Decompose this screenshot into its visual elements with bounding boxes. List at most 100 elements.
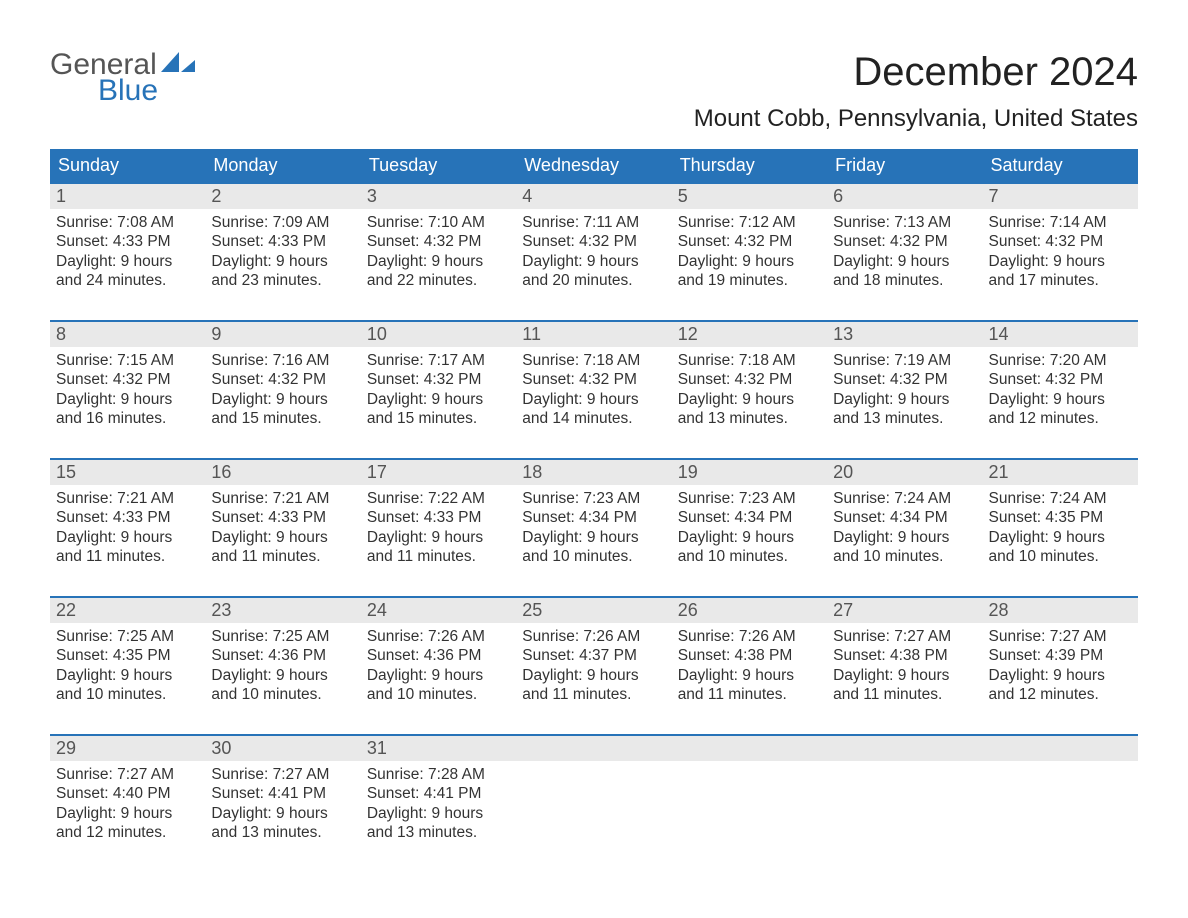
sunrise-text: Sunrise: 7:18 AM [678, 351, 821, 370]
sunset-text: Sunset: 4:37 PM [522, 646, 665, 665]
week-row: 1Sunrise: 7:08 AMSunset: 4:33 PMDaylight… [50, 182, 1138, 304]
day-number: 29 [50, 736, 205, 761]
daylight-line2: and 10 minutes. [833, 547, 976, 566]
day-cell: 27Sunrise: 7:27 AMSunset: 4:38 PMDayligh… [827, 598, 982, 718]
daylight-line1: Daylight: 9 hours [678, 666, 821, 685]
day-content: Sunrise: 7:13 AMSunset: 4:32 PMDaylight:… [827, 209, 982, 295]
day-number: 6 [827, 184, 982, 209]
day-content: Sunrise: 7:10 AMSunset: 4:32 PMDaylight:… [361, 209, 516, 295]
day-cell: 31Sunrise: 7:28 AMSunset: 4:41 PMDayligh… [361, 736, 516, 856]
day-cell: 26Sunrise: 7:26 AMSunset: 4:38 PMDayligh… [672, 598, 827, 718]
logo: General Blue [50, 50, 195, 106]
day-number: 7 [983, 184, 1138, 209]
sunrise-text: Sunrise: 7:25 AM [56, 627, 199, 646]
sunset-text: Sunset: 4:32 PM [678, 232, 821, 251]
day-cell: 15Sunrise: 7:21 AMSunset: 4:33 PMDayligh… [50, 460, 205, 580]
daylight-line1: Daylight: 9 hours [367, 252, 510, 271]
day-content: Sunrise: 7:18 AMSunset: 4:32 PMDaylight:… [672, 347, 827, 433]
day-header: Thursday [672, 149, 827, 182]
daylight-line1: Daylight: 9 hours [211, 666, 354, 685]
day-number: 20 [827, 460, 982, 485]
sunrise-text: Sunrise: 7:28 AM [367, 765, 510, 784]
sunset-text: Sunset: 4:32 PM [522, 370, 665, 389]
day-content: Sunrise: 7:08 AMSunset: 4:33 PMDaylight:… [50, 209, 205, 295]
sunset-text: Sunset: 4:32 PM [56, 370, 199, 389]
sunset-text: Sunset: 4:33 PM [56, 232, 199, 251]
daylight-line2: and 11 minutes. [56, 547, 199, 566]
sunrise-text: Sunrise: 7:13 AM [833, 213, 976, 232]
daylight-line2: and 13 minutes. [367, 823, 510, 842]
day-cell: 4Sunrise: 7:11 AMSunset: 4:32 PMDaylight… [516, 184, 671, 304]
daylight-line2: and 22 minutes. [367, 271, 510, 290]
day-content: Sunrise: 7:19 AMSunset: 4:32 PMDaylight:… [827, 347, 982, 433]
day-header-row: SundayMondayTuesdayWednesdayThursdayFrid… [50, 149, 1138, 182]
sunrise-text: Sunrise: 7:21 AM [211, 489, 354, 508]
sunset-text: Sunset: 4:33 PM [367, 508, 510, 527]
day-number: 12 [672, 322, 827, 347]
day-cell: . [983, 736, 1138, 856]
daylight-line1: Daylight: 9 hours [833, 390, 976, 409]
daylight-line1: Daylight: 9 hours [211, 252, 354, 271]
day-number: 30 [205, 736, 360, 761]
location: Mount Cobb, Pennsylvania, United States [694, 105, 1138, 133]
day-number: 11 [516, 322, 671, 347]
sunrise-text: Sunrise: 7:27 AM [989, 627, 1132, 646]
sunset-text: Sunset: 4:34 PM [833, 508, 976, 527]
header: General Blue December 2024 Mount Cobb, P… [50, 50, 1138, 143]
sunrise-text: Sunrise: 7:26 AM [367, 627, 510, 646]
daylight-line2: and 11 minutes. [367, 547, 510, 566]
sunset-text: Sunset: 4:34 PM [522, 508, 665, 527]
day-cell: 6Sunrise: 7:13 AMSunset: 4:32 PMDaylight… [827, 184, 982, 304]
sunset-text: Sunset: 4:41 PM [367, 784, 510, 803]
day-content: Sunrise: 7:27 AMSunset: 4:39 PMDaylight:… [983, 623, 1138, 709]
day-cell: 3Sunrise: 7:10 AMSunset: 4:32 PMDaylight… [361, 184, 516, 304]
daylight-line1: Daylight: 9 hours [989, 528, 1132, 547]
sunrise-text: Sunrise: 7:19 AM [833, 351, 976, 370]
page-title: December 2024 [694, 50, 1138, 95]
daylight-line2: and 12 minutes. [56, 823, 199, 842]
day-cell: 5Sunrise: 7:12 AMSunset: 4:32 PMDaylight… [672, 184, 827, 304]
daylight-line2: and 15 minutes. [211, 409, 354, 428]
daylight-line1: Daylight: 9 hours [522, 666, 665, 685]
sunset-text: Sunset: 4:35 PM [56, 646, 199, 665]
day-number: 18 [516, 460, 671, 485]
day-cell: 25Sunrise: 7:26 AMSunset: 4:37 PMDayligh… [516, 598, 671, 718]
sunrise-text: Sunrise: 7:11 AM [522, 213, 665, 232]
day-cell: 17Sunrise: 7:22 AMSunset: 4:33 PMDayligh… [361, 460, 516, 580]
day-cell: 29Sunrise: 7:27 AMSunset: 4:40 PMDayligh… [50, 736, 205, 856]
sunrise-text: Sunrise: 7:22 AM [367, 489, 510, 508]
day-header: Friday [827, 149, 982, 182]
daylight-line1: Daylight: 9 hours [989, 252, 1132, 271]
daylight-line2: and 14 minutes. [522, 409, 665, 428]
sunrise-text: Sunrise: 7:10 AM [367, 213, 510, 232]
daylight-line1: Daylight: 9 hours [367, 666, 510, 685]
day-cell: 24Sunrise: 7:26 AMSunset: 4:36 PMDayligh… [361, 598, 516, 718]
day-cell: 11Sunrise: 7:18 AMSunset: 4:32 PMDayligh… [516, 322, 671, 442]
sunrise-text: Sunrise: 7:18 AM [522, 351, 665, 370]
daylight-line2: and 24 minutes. [56, 271, 199, 290]
sunrise-text: Sunrise: 7:08 AM [56, 213, 199, 232]
sunrise-text: Sunrise: 7:23 AM [678, 489, 821, 508]
day-content: Sunrise: 7:15 AMSunset: 4:32 PMDaylight:… [50, 347, 205, 433]
daylight-line1: Daylight: 9 hours [211, 528, 354, 547]
day-content: Sunrise: 7:28 AMSunset: 4:41 PMDaylight:… [361, 761, 516, 847]
daylight-line1: Daylight: 9 hours [989, 390, 1132, 409]
day-header: Sunday [50, 149, 205, 182]
day-content: Sunrise: 7:23 AMSunset: 4:34 PMDaylight:… [516, 485, 671, 571]
day-content: Sunrise: 7:09 AMSunset: 4:33 PMDaylight:… [205, 209, 360, 295]
week-row: 15Sunrise: 7:21 AMSunset: 4:33 PMDayligh… [50, 458, 1138, 580]
day-number: 28 [983, 598, 1138, 623]
day-cell: 16Sunrise: 7:21 AMSunset: 4:33 PMDayligh… [205, 460, 360, 580]
day-number: 31 [361, 736, 516, 761]
day-number: 21 [983, 460, 1138, 485]
daylight-line2: and 11 minutes. [678, 685, 821, 704]
daylight-line2: and 15 minutes. [367, 409, 510, 428]
daylight-line1: Daylight: 9 hours [56, 666, 199, 685]
day-number: 8 [50, 322, 205, 347]
day-content: Sunrise: 7:25 AMSunset: 4:36 PMDaylight:… [205, 623, 360, 709]
day-cell: 18Sunrise: 7:23 AMSunset: 4:34 PMDayligh… [516, 460, 671, 580]
daylight-line1: Daylight: 9 hours [678, 528, 821, 547]
day-number: 16 [205, 460, 360, 485]
daylight-line2: and 12 minutes. [989, 409, 1132, 428]
sunrise-text: Sunrise: 7:14 AM [989, 213, 1132, 232]
